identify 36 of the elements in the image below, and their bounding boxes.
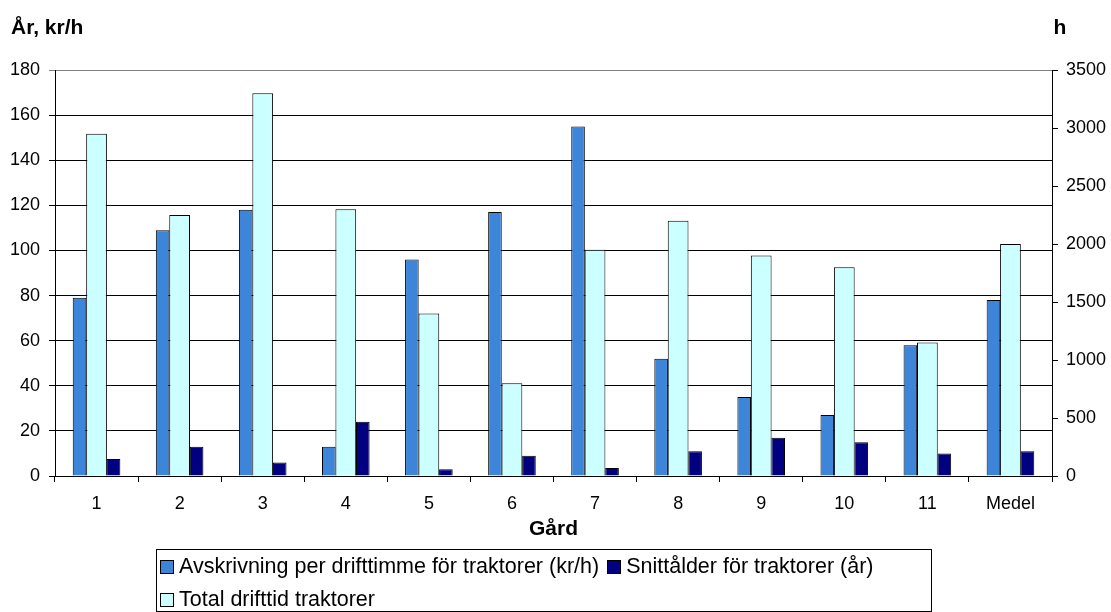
y-axis-title: År, kr/h [11,15,84,38]
legend-label: Snittålder för traktorer (år) [626,553,874,580]
y-tick-label: 180 [9,58,40,79]
y-tick-label: 80 [19,284,40,305]
y-tick-label: 40 [19,374,40,395]
y2-tick-label: 500 [1066,406,1097,427]
y-tick-label: 160 [9,104,40,125]
x-tick-label: 4 [340,492,351,513]
x-tick-label: 11 [918,492,937,513]
x-tick-label: 9 [756,492,767,513]
x-tick-label: 3 [257,492,268,513]
y-tick-label: 20 [19,419,40,440]
y2-tick-label: 1500 [1066,290,1107,311]
legend-label: Avskrivning per drifttimme för traktorer (kr/h) [179,553,600,580]
y-tick-label: 0 [29,464,40,485]
x-tick-label: Medel [985,492,1035,513]
y2-tick-label: 2500 [1066,174,1107,195]
y-tick-label: 60 [19,329,40,350]
y2-tick-label: 3500 [1066,58,1107,79]
y-tick-label: 100 [9,239,40,260]
y2-tick-label: 1000 [1066,348,1107,369]
x-tick-label: 5 [423,492,434,513]
y-tick-label: 140 [9,149,40,170]
legend-label: Total drifttid traktorer [179,586,375,612]
x-tick-label: 10 [834,492,855,513]
x-axis-title: Gård [528,516,579,540]
x-tick-label: 8 [673,492,684,513]
x-tick-label: 1 [91,492,102,513]
y2-tick-label: 2000 [1066,232,1107,253]
y2-tick-label: 0 [1066,464,1077,485]
x-tick-label: 7 [590,492,601,513]
x-tick-label: 6 [506,492,517,513]
y2-axis-title: h [1053,15,1067,38]
y-tick-label: 120 [9,194,40,215]
y2-tick-label: 3000 [1066,116,1107,137]
x-tick-label: 2 [174,492,185,513]
